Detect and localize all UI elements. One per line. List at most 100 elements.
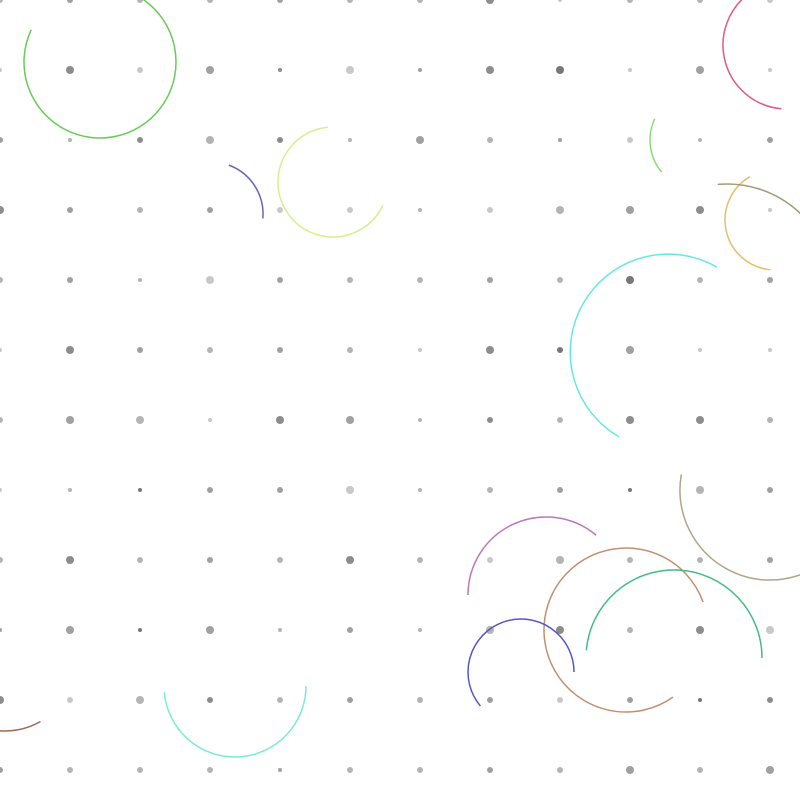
aqua-arc [163, 685, 307, 758]
grid-dot [417, 557, 423, 563]
grid-dot [696, 486, 704, 494]
grid-dot [137, 347, 143, 353]
grid-dot [698, 138, 702, 142]
grid-dot [626, 766, 634, 774]
grid-dot [768, 68, 772, 72]
mauve-arc [467, 516, 597, 596]
grid-dot [557, 417, 563, 423]
grid-dot [767, 487, 773, 493]
grid-dot [278, 68, 282, 72]
grid-dot [347, 347, 353, 353]
grid-dot [277, 0, 283, 3]
grid-dot [138, 278, 142, 282]
grid-dot [487, 557, 493, 563]
grid-dot [206, 626, 214, 634]
grid-dot [486, 66, 494, 74]
grid-dot [627, 627, 633, 633]
grid-dot [137, 67, 143, 73]
grid-dot [556, 66, 564, 74]
grid-dot [556, 626, 564, 634]
grid-dot [347, 697, 353, 703]
grid-dot [347, 767, 353, 773]
grid-dot [626, 346, 634, 354]
green-arc [23, 0, 177, 139]
grid-dot [207, 207, 213, 213]
grid-dot [418, 208, 422, 212]
teal-arc [585, 569, 763, 659]
gold-arc [724, 176, 771, 271]
grid-dot [0, 137, 3, 143]
grid-dot [207, 487, 213, 493]
grid-dot [767, 697, 773, 703]
grid-dot [347, 0, 353, 3]
grid-dot [206, 136, 214, 144]
grid-dot [137, 557, 143, 563]
grid-dot [556, 206, 564, 214]
grid-dot [0, 417, 3, 423]
grid-dot [418, 418, 422, 422]
grid-dot [0, 68, 2, 72]
grid-dot [277, 697, 283, 703]
grid-dot [347, 277, 353, 283]
grid-dot [277, 137, 283, 143]
grid-dot [207, 0, 213, 3]
grid-dot [486, 346, 494, 354]
grid-dot [138, 488, 142, 492]
grid-dot [207, 347, 213, 353]
grid-dot [696, 66, 704, 74]
grid-dot [766, 766, 774, 774]
grid-dot [767, 417, 773, 423]
grid-dot [487, 417, 493, 423]
grid-dot [347, 627, 353, 633]
navy-arc [228, 164, 264, 219]
grid-dot [768, 348, 772, 352]
grid-dot [487, 767, 493, 773]
grid-dot [137, 767, 143, 773]
grid-dot [557, 767, 563, 773]
grid-dot [136, 696, 144, 704]
grid-dot [627, 137, 633, 143]
grid-dot [0, 628, 2, 632]
grid-dot [487, 487, 493, 493]
grid-dot [68, 488, 72, 492]
grid-dot [627, 557, 633, 563]
grid-dot [0, 767, 3, 773]
grid-dot [207, 767, 213, 773]
grid-dot [208, 418, 212, 422]
grid-dot [277, 277, 283, 283]
khaki-arc [717, 183, 800, 215]
grid-dot [348, 138, 352, 142]
grid-dot [206, 276, 214, 284]
grid-dot [346, 486, 354, 494]
grid-dot [556, 556, 564, 564]
grid-dot [697, 557, 703, 563]
grid-dot [277, 487, 283, 493]
grid-dot [696, 626, 704, 634]
grid-dot [66, 416, 74, 424]
dots-layer [0, 0, 774, 774]
grid-dot [277, 207, 283, 213]
grid-dot [627, 0, 633, 3]
grid-dot [557, 487, 563, 493]
grid-dot [67, 207, 73, 213]
grid-dot [278, 628, 282, 632]
pink-arc [722, 0, 782, 110]
blue-arc [467, 618, 575, 707]
grid-dot [486, 0, 494, 4]
grid-dot [347, 207, 353, 213]
small-green-arc [649, 118, 663, 173]
grid-dot [67, 697, 73, 703]
grid-dot [697, 277, 703, 283]
rust-arc [0, 720, 41, 732]
grid-dot [0, 557, 3, 563]
grid-dot [417, 767, 423, 773]
grid-dot [66, 66, 74, 74]
grid-dot [68, 138, 72, 142]
grid-dot [628, 488, 632, 492]
grid-dot [66, 346, 74, 354]
grid-dot [0, 277, 3, 283]
grid-dot [0, 348, 2, 352]
grid-dot [418, 628, 422, 632]
